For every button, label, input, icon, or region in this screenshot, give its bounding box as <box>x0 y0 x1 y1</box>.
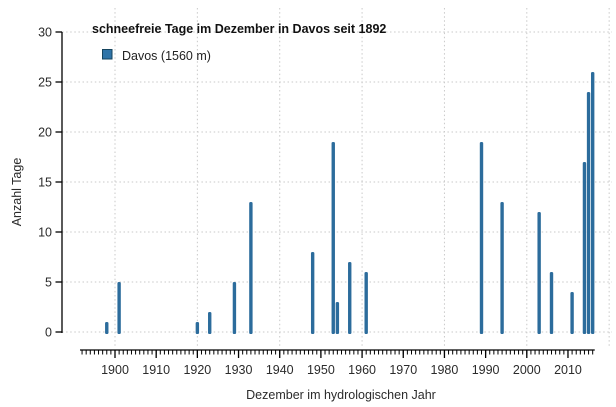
y-tick-label: 5 <box>45 276 52 290</box>
bar-1948 <box>310 252 315 334</box>
x-tick-label: 2000 <box>513 363 541 377</box>
y-tick-label: 15 <box>38 176 52 190</box>
gridlines <box>62 8 612 346</box>
bar-2016 <box>590 72 595 334</box>
bar-1933 <box>249 202 253 334</box>
legend-label: Davos (1560 m) <box>122 49 211 63</box>
y-tick-label: 10 <box>38 226 52 240</box>
bar-1994 <box>500 202 504 334</box>
bar-1901 <box>117 282 121 334</box>
x-tick-label: 1910 <box>142 363 170 377</box>
x-axis-label: Dezember im hydrologischen Jahr <box>246 388 436 402</box>
bar-2003 <box>537 212 541 334</box>
bar-2011 <box>570 292 574 334</box>
bar-2006 <box>549 272 554 334</box>
x-tick-label: 1960 <box>348 363 376 377</box>
y-tick-label: 30 <box>38 26 52 40</box>
bar-1898 <box>105 322 109 334</box>
y-axis-label: Anzahl Tage <box>10 158 24 227</box>
bar-1954 <box>335 302 340 334</box>
y-tick-label: 20 <box>38 126 52 140</box>
x-tick-label: 1990 <box>472 363 500 377</box>
bar-2014 <box>582 162 587 334</box>
bar-1989 <box>479 142 484 334</box>
legend-marker-icon <box>102 49 113 60</box>
x-tick-label: 1920 <box>183 363 211 377</box>
y-tick-label: 25 <box>38 76 52 90</box>
x-tick-label: 1940 <box>266 363 294 377</box>
x-tick-label: 2010 <box>554 363 582 377</box>
bars <box>105 72 595 334</box>
x-tick-label: 1980 <box>431 363 459 377</box>
chart-title: schneefreie Tage im Dezember in Davos se… <box>92 22 386 36</box>
bar-1961 <box>364 272 368 334</box>
bar-1920 <box>195 322 200 334</box>
x-tick-label: 1970 <box>389 363 417 377</box>
x-tick-label: 1930 <box>225 363 253 377</box>
bar-1957 <box>348 262 352 334</box>
axes: 0 5 10 15 20 25 30 1900 1910 1920 1930 1940 1950 1960… <box>38 26 595 377</box>
y-tick-label: 0 <box>45 326 52 340</box>
bar-1929 <box>232 282 237 334</box>
bar-2015 <box>586 92 591 334</box>
x-tick-label: 1900 <box>101 363 129 377</box>
bar-1923 <box>208 312 212 334</box>
bar-1953 <box>331 142 335 334</box>
x-tick-label: 1950 <box>307 363 335 377</box>
